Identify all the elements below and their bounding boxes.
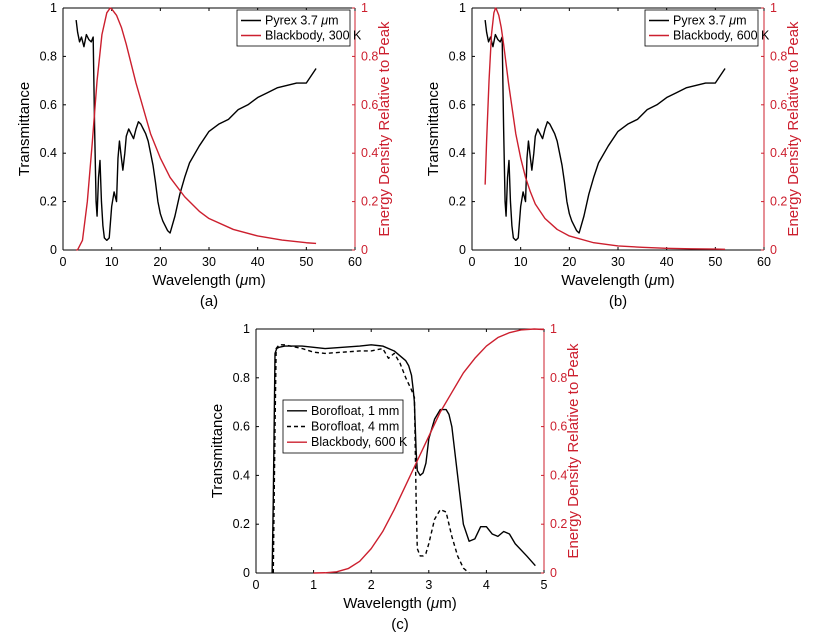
y-axis-right-title: Energy Density Relative to Peak (565, 343, 582, 559)
y-right-tick-label: 0.8 (770, 49, 787, 63)
x-axis-title: Wavelength (μm) (561, 272, 675, 289)
series-line-1 (484, 20, 726, 242)
x-tick-label: 20 (153, 255, 167, 269)
x-tick-label: 40 (660, 255, 674, 269)
y-tick-label: 0.6 (233, 420, 250, 434)
y-right-tick-label: 0.4 (770, 146, 787, 160)
panel-label: (b) (609, 293, 627, 310)
y-axis-right-title: Energy Density Relative to Peak (785, 21, 802, 237)
x-tick-label: 5 (541, 578, 548, 592)
series-line-3 (313, 328, 545, 574)
panel-label: (a) (200, 293, 218, 310)
y-right-tick-label: 1 (550, 322, 557, 336)
y-tick-label: 1 (243, 322, 250, 336)
y-right-tick-label: 0 (361, 243, 368, 257)
y-tick-label: 0.4 (40, 146, 57, 160)
legend-entry-label: Blackbody, 600 K (311, 435, 408, 449)
legend-entry-label: Blackbody, 600 K (673, 29, 770, 43)
legend-entry-label: Borofloat, 4 mm (311, 420, 399, 434)
y-right-tick-label: 1 (361, 1, 368, 15)
y-right-tick-label: 0.8 (361, 49, 378, 63)
y-right-tick-label: 0.6 (361, 98, 378, 112)
legend-entry-label: Borofloat, 1 mm (311, 404, 399, 418)
y-right-tick-label: 0.4 (550, 468, 567, 482)
series-line-1 (271, 344, 536, 574)
legend-box (236, 9, 351, 47)
y-axis-title: Transmittance (425, 82, 442, 176)
y-tick-label: 0.2 (449, 195, 466, 209)
y-tick-label: 0.4 (233, 468, 250, 482)
x-tick-label: 40 (251, 255, 265, 269)
y-axis-title: Transmittance (16, 82, 33, 176)
y-tick-label: 0.8 (40, 49, 57, 63)
x-tick-label: 50 (708, 255, 722, 269)
y-tick-label: 0.2 (40, 195, 57, 209)
y-tick-label: 0.8 (449, 49, 466, 63)
x-tick-label: 60 (348, 255, 362, 269)
y-tick-label: 0.2 (233, 517, 250, 531)
x-tick-label: 30 (611, 255, 625, 269)
legend-entry-label: Blackbody, 300 K (265, 29, 362, 43)
legend-entry-label: Pyrex 3.7 μm (673, 14, 747, 28)
y-right-tick-label: 0.4 (361, 146, 378, 160)
y-right-tick-label: 0.6 (770, 98, 787, 112)
chart-panel-3: 0 1 2 3 4 500.20.40.60.8100.20.40.60.81Wavele… (209, 322, 582, 633)
x-tick-label: 1 (310, 578, 317, 592)
series-line-2 (76, 7, 317, 251)
x-tick-label: 4 (483, 578, 490, 592)
y-tick-label: 0.6 (40, 98, 57, 112)
y-right-tick-label: 0.6 (550, 420, 567, 434)
x-tick-label: 50 (299, 255, 313, 269)
y-right-tick-label: 0.8 (550, 371, 567, 385)
y-tick-label: 0 (459, 243, 466, 257)
x-axis-title: Wavelength (μm) (152, 272, 266, 289)
y-tick-label: 1 (50, 1, 57, 15)
y-axis-title: Transmittance (209, 404, 226, 498)
y-right-tick-label: 0 (550, 566, 557, 580)
y-right-tick-label: 0.2 (550, 517, 567, 531)
legend: Borofloat, 1 mm Borofloat, 4 mmBlackbody,… (282, 399, 408, 454)
series-line-2 (484, 7, 726, 250)
x-tick-label: 2 (368, 578, 375, 592)
y-tick-label: 0 (243, 566, 250, 580)
y-right-tick-label: 0.2 (770, 195, 787, 209)
x-tick-label: 20 (562, 255, 576, 269)
y-tick-label: 0.4 (449, 146, 466, 160)
y-tick-label: 0.8 (233, 371, 250, 385)
y-right-tick-label: 0.2 (361, 195, 378, 209)
x-tick-label: 3 (425, 578, 432, 592)
y-tick-label: 1 (459, 1, 466, 15)
y-right-tick-label: 0 (770, 243, 777, 257)
x-tick-label: 0 (60, 255, 67, 269)
x-tick-label: 10 (105, 255, 119, 269)
x-tick-label: 30 (202, 255, 216, 269)
legend-entry-label: Pyrex 3.7 μm (265, 14, 339, 28)
chart-panel-2: 0 10 20 30 40 50 6000.20.40.60.8100.20.40.60.8… (425, 1, 802, 310)
x-tick-label: 0 (469, 255, 476, 269)
series-line-1 (75, 20, 317, 242)
series-line-2 (272, 344, 470, 574)
x-tick-label: 60 (757, 255, 771, 269)
chart-panel-1: 0 10 20 30 40 50 6000.20.40.60.8100.20.40.60.8… (16, 1, 393, 310)
x-tick-label: 0 (253, 578, 260, 592)
y-axis-right-title: Energy Density Relative to Peak (376, 21, 393, 237)
y-tick-label: 0 (50, 243, 57, 257)
y-tick-label: 0.6 (449, 98, 466, 112)
x-axis-title: Wavelength (μm) (343, 595, 457, 612)
x-tick-label: 10 (514, 255, 528, 269)
legend-box (644, 9, 759, 47)
y-right-tick-label: 1 (770, 1, 777, 15)
panel-label: (c) (391, 616, 409, 633)
